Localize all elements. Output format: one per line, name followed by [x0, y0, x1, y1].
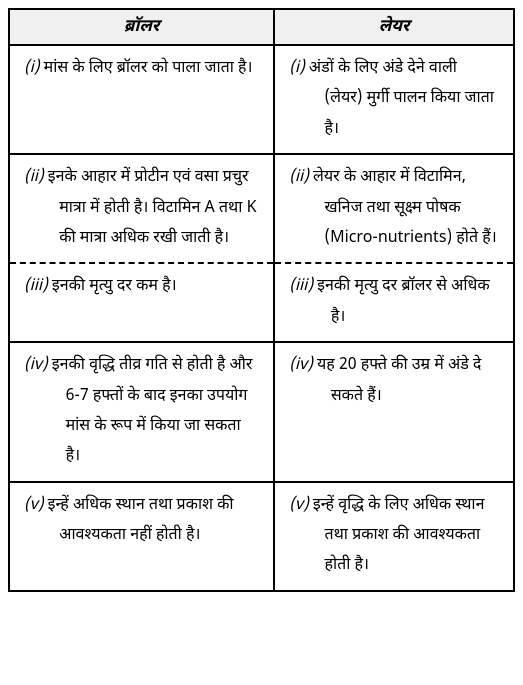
table-row: (iii) इनकी मृत्यु दर कम है। (iii) इनकी म… — [9, 263, 514, 342]
cell-left: (iii) इनकी मृत्यु दर कम है। — [9, 263, 274, 342]
cell-right: (ii) लेयर के आहार में विटामिन, खनिज तथा … — [274, 154, 514, 263]
row-text: यह 20 हफ्ते की उम्र में अंडे दे सकते हैं… — [317, 355, 481, 406]
cell-right: (i) अंडों के लिए अंडे देने वाली (लेयर) म… — [274, 45, 514, 154]
cell-left: (v) इन्हें अधिक स्थान तथा प्रकाश की आवश्… — [9, 482, 274, 591]
row-num: (iv) — [289, 355, 313, 376]
row-text: अंडों के लिए अंडे देने वाली (लेयर) मुर्ग… — [309, 58, 494, 140]
cell-right: (iii) इनकी मृत्यु दर ब्रॉलर से अधिक है। — [274, 263, 514, 342]
row-text: इन्हें अधिक स्थान तथा प्रकाश की आवश्यकता… — [48, 495, 234, 546]
comparison-table-wrap: ब्रॉलर लेयर (i) मांस के लिए ब्रॉलर को पा… — [8, 8, 515, 592]
row-num: (i) — [24, 58, 39, 79]
row-text: इनकी वृद्धि तीव्र गति से होती है और 6-7 … — [52, 355, 253, 467]
row-text: लेयर के आहार में विटामिन, खनिज तथा सूक्ष… — [313, 167, 497, 249]
row-num: (iii) — [289, 276, 313, 297]
cell-content: (ii) लेयर के आहार में विटामिन, खनिज तथा … — [289, 163, 499, 254]
cell-left: (iv) इनकी वृद्धि तीव्र गति से होती है और… — [9, 342, 274, 482]
header-row: ब्रॉलर लेयर — [9, 9, 514, 45]
row-text: इनके आहार में प्रोटीन एवं वसा प्रचुर मात… — [48, 167, 257, 249]
row-num: (v) — [289, 495, 308, 516]
row-text: इनकी मृत्यु दर कम है। — [52, 276, 177, 297]
row-num: (v) — [24, 495, 43, 516]
cell-content: (v) इन्हें वृद्धि के लिए अधिक स्थान तथा … — [289, 491, 499, 582]
cell-right: (v) इन्हें वृद्धि के लिए अधिक स्थान तथा … — [274, 482, 514, 591]
cell-content: (i) मांस के लिए ब्रॉलर को पाला जाता है। — [24, 54, 259, 84]
row-text: इन्हें वृद्धि के लिए अधिक स्थान तथा प्रक… — [313, 495, 485, 577]
row-text: मांस के लिए ब्रॉलर को पाला जाता है। — [44, 58, 253, 79]
cell-content: (v) इन्हें अधिक स्थान तथा प्रकाश की आवश्… — [24, 491, 259, 552]
table-row: (iv) इनकी वृद्धि तीव्र गति से होती है और… — [9, 342, 514, 482]
header-col1: ब्रॉलर — [9, 9, 274, 45]
table-header: ब्रॉलर लेयर — [9, 9, 514, 45]
row-num: (ii) — [289, 167, 309, 188]
cell-content: (iv) यह 20 हफ्ते की उम्र में अंडे दे सकत… — [289, 351, 499, 412]
cell-right: (iv) यह 20 हफ्ते की उम्र में अंडे दे सकत… — [274, 342, 514, 482]
cell-content: (iv) इनकी वृद्धि तीव्र गति से होती है और… — [24, 351, 259, 473]
row-num: (i) — [289, 58, 304, 79]
table-row: (ii) इनके आहार में प्रोटीन एवं वसा प्रचु… — [9, 154, 514, 263]
row-num: (ii) — [24, 167, 44, 188]
comparison-table: ब्रॉलर लेयर (i) मांस के लिए ब्रॉलर को पा… — [8, 8, 515, 592]
cell-content: (ii) इनके आहार में प्रोटीन एवं वसा प्रचु… — [24, 163, 259, 254]
cell-content: (i) अंडों के लिए अंडे देने वाली (लेयर) म… — [289, 54, 499, 145]
cell-content: (iii) इनकी मृत्यु दर कम है। — [24, 272, 259, 302]
table-body: (i) मांस के लिए ब्रॉलर को पाला जाता है। … — [9, 45, 514, 591]
row-text: इनकी मृत्यु दर ब्रॉलर से अधिक है। — [317, 276, 489, 327]
cell-left: (ii) इनके आहार में प्रोटीन एवं वसा प्रचु… — [9, 154, 274, 263]
row-num: (iv) — [24, 355, 48, 376]
cell-left: (i) मांस के लिए ब्रॉलर को पाला जाता है। — [9, 45, 274, 154]
table-row: (v) इन्हें अधिक स्थान तथा प्रकाश की आवश्… — [9, 482, 514, 591]
table-row: (i) मांस के लिए ब्रॉलर को पाला जाता है। … — [9, 45, 514, 154]
cell-content: (iii) इनकी मृत्यु दर ब्रॉलर से अधिक है। — [289, 272, 499, 333]
row-num: (iii) — [24, 276, 48, 297]
header-col2: लेयर — [274, 9, 514, 45]
